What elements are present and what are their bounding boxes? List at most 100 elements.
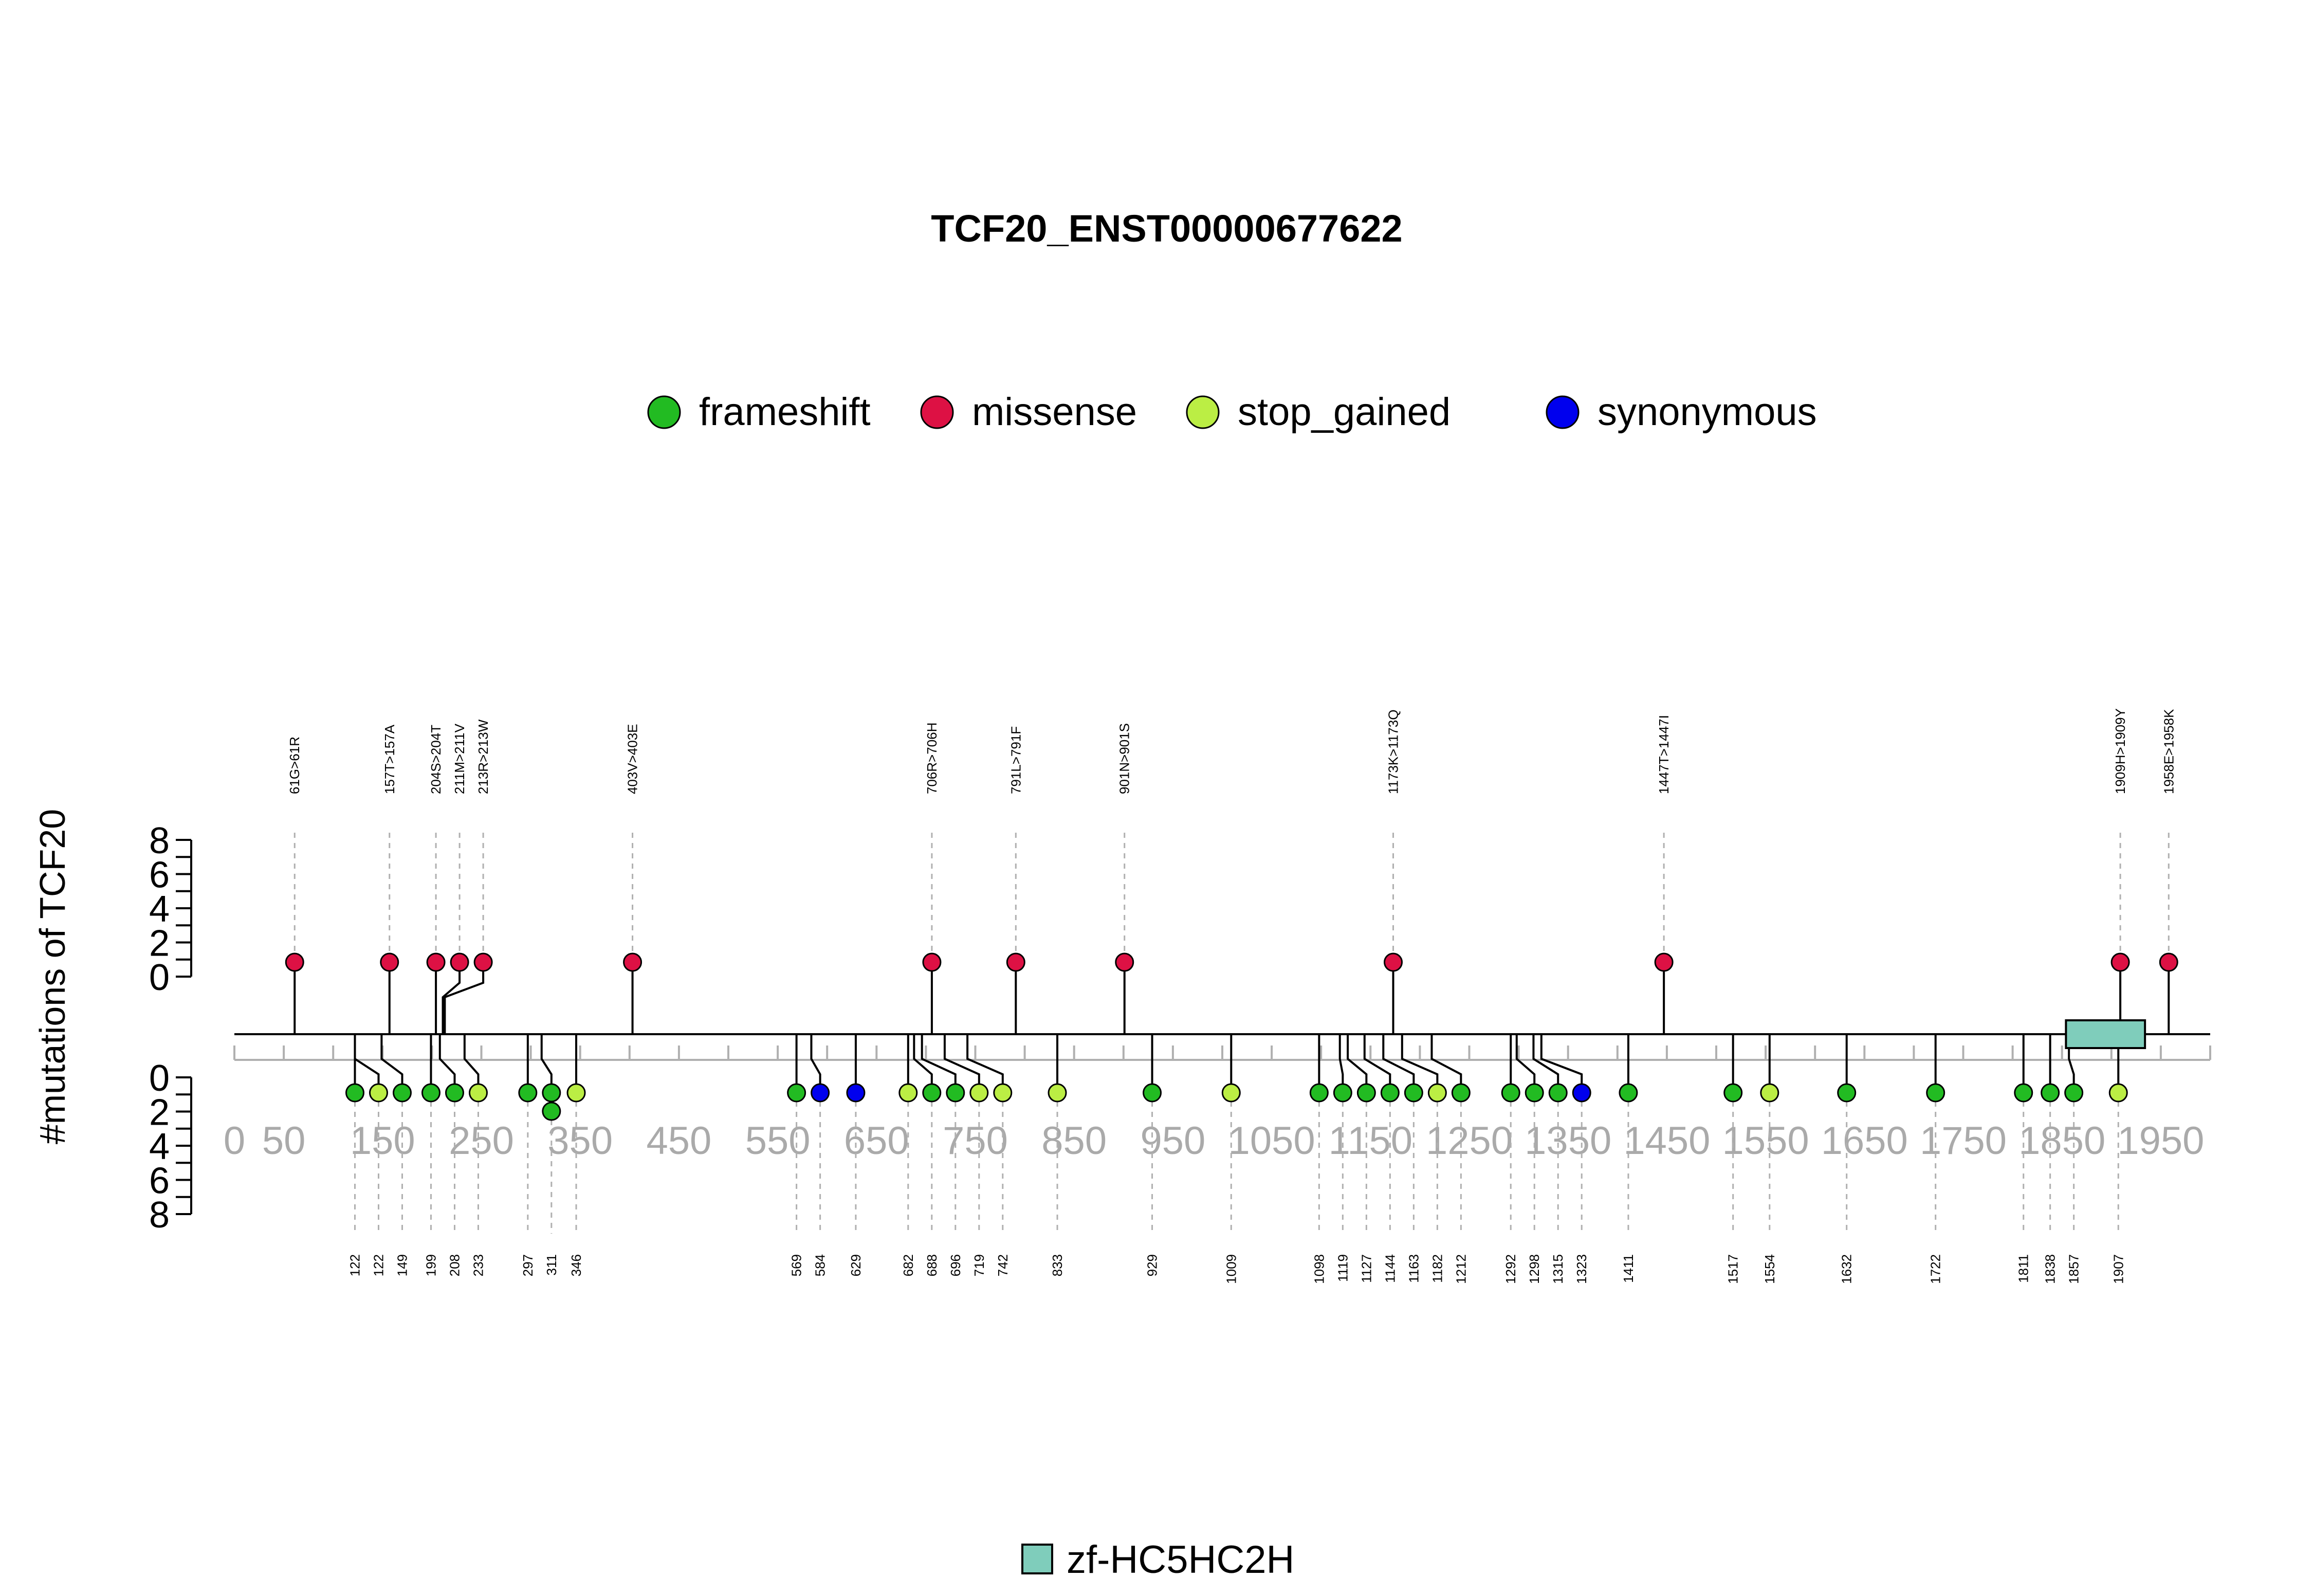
mutation-point-frameshift — [1380, 1083, 1400, 1103]
lower-mutation-label: 199 — [423, 1254, 438, 1276]
mutation-point-stop_gained — [1760, 1083, 1779, 1103]
mutation-point-frameshift — [1356, 1083, 1376, 1103]
lower-stem — [966, 1034, 1004, 1093]
x-tick-label: 550 — [745, 1119, 811, 1163]
lower-mutation-label: 233 — [470, 1254, 486, 1276]
lower-mutation-label: 1098 — [1311, 1254, 1327, 1284]
lower-mutation-label: 1554 — [1762, 1254, 1777, 1284]
lower-y-tick-label: 8 — [149, 1195, 170, 1236]
mutation-point-frameshift — [2014, 1083, 2033, 1103]
lower-mutation-label: 122 — [371, 1254, 386, 1276]
upper-mutation-label: 901N>901S — [1117, 723, 1132, 794]
x-tick-label: 1850 — [2018, 1119, 2105, 1163]
legend-label-missense: missense — [972, 390, 1137, 434]
mutation-point-stop_gained — [993, 1083, 1013, 1103]
mutation-point-stop_gained — [1048, 1083, 1067, 1103]
upper-y-tick-label: 8 — [149, 820, 170, 861]
x-tick-label: 1250 — [1426, 1119, 1513, 1163]
mutation-point-stop_gained — [1427, 1083, 1447, 1103]
x-tick-label: 1350 — [1525, 1119, 1611, 1163]
lower-mutation-label: 1119 — [1335, 1254, 1350, 1282]
lower-mutation-label: 833 — [1050, 1254, 1065, 1276]
upper-mutation-label: 1447T>1447I — [1656, 715, 1672, 794]
lower-mutation-label: 1212 — [1453, 1254, 1468, 1284]
mutation-point-stop_gained — [566, 1083, 586, 1103]
mutation-point-missense — [380, 952, 399, 972]
y-axis-label: #mutations of TCF20 — [32, 809, 72, 1144]
mutation-point-frameshift — [946, 1083, 965, 1103]
x-tick-label: 1650 — [1821, 1119, 1908, 1163]
mutation-point-frameshift — [787, 1083, 806, 1103]
lower-mutation-label: 1411 — [1621, 1254, 1636, 1283]
lower-mutation-label: 584 — [813, 1254, 828, 1276]
upper-y-tick-label: 0 — [149, 957, 170, 998]
lower-mutation-label: 1323 — [1574, 1254, 1589, 1284]
mutation-points — [285, 952, 2178, 1121]
domain-box — [2065, 1019, 2146, 1049]
lower-mutation-label: 1163 — [1406, 1254, 1421, 1283]
lower-mutation-label: 1315 — [1550, 1254, 1566, 1284]
chart-title: TCF20_ENST00000677622 — [931, 207, 1402, 250]
mutation-point-synonymous — [1572, 1083, 1591, 1103]
lower-mutation-label: 1838 — [2043, 1254, 2058, 1284]
lower-mutation-label: 1722 — [1928, 1254, 1943, 1284]
mutation-point-frameshift — [1548, 1083, 1568, 1103]
upper-mutation-label: 791L>791F — [1008, 726, 1023, 794]
legend-label-stop_gained: stop_gained — [1238, 390, 1451, 434]
mutation-point-frameshift — [1525, 1083, 1544, 1103]
lower-mutation-label: 1182 — [1429, 1254, 1445, 1283]
mutation-point-synonymous — [811, 1083, 830, 1103]
mutation-point-stop_gained — [2108, 1083, 2128, 1103]
domain-legend-swatch — [1021, 1544, 1053, 1574]
mutation-point-missense — [623, 952, 642, 972]
legend-marker-synonymous — [1546, 395, 1580, 429]
lower-mutation-label: 297 — [520, 1254, 536, 1276]
x-tick-label: 150 — [350, 1119, 415, 1163]
x-tick-label: 650 — [844, 1119, 909, 1163]
x-tick-label: 50 — [262, 1119, 306, 1163]
upper-mutation-label: 1909H>1909Y — [2113, 708, 2128, 794]
x-tick-label: 1750 — [1920, 1119, 2007, 1163]
upper-y-tick-label: 2 — [149, 923, 170, 964]
upper-mutation-label: 61G>61R — [287, 737, 302, 794]
legend-marker-missense — [920, 395, 954, 429]
lower-mutation-label: 346 — [568, 1254, 584, 1276]
mutation-point-frameshift — [1837, 1083, 1857, 1103]
mutation-point-frameshift — [1333, 1083, 1352, 1103]
x-tick-label: 250 — [449, 1119, 514, 1163]
x-tick-label: 450 — [646, 1119, 711, 1163]
mutation-point-frameshift — [1309, 1083, 1329, 1103]
mutation-point-frameshift — [345, 1083, 364, 1103]
domain-legend-label: zf-HC5HC2H — [1067, 1538, 1294, 1582]
mutation-point-frameshift — [2064, 1083, 2084, 1103]
lower-y-tick-label: 2 — [149, 1092, 170, 1133]
lower-mutation-label: 742 — [995, 1254, 1011, 1276]
lower-mutation-label: 1298 — [1527, 1254, 1542, 1284]
upper-mutation-label: 211M>211V — [452, 723, 467, 794]
mutation-point-frameshift — [392, 1083, 412, 1103]
x-tick-label: 1450 — [1623, 1119, 1710, 1163]
lower-mutation-label: 1009 — [1223, 1254, 1239, 1284]
upper-mutation-label: 706R>706H — [924, 723, 940, 795]
mutation-point-missense — [285, 952, 304, 972]
lower-mutation-label: 629 — [848, 1254, 864, 1276]
upper-stem — [444, 962, 485, 1034]
lower-mutation-label: 1127 — [1359, 1254, 1374, 1283]
legend-label-synonymous: synonymous — [1598, 390, 1817, 434]
domain-legend: zf-HC5HC2H — [1021, 1538, 1294, 1582]
lower-mutation-label: 1144 — [1382, 1254, 1398, 1283]
mutation-point-frameshift — [1501, 1083, 1520, 1103]
mutation-labels: 61G>61R 157T>157A 204S>204T 211M>211V 213R>2… — [287, 708, 2176, 1284]
mutation-point-frameshift — [1451, 1083, 1471, 1103]
mutation-point-stop_gained — [898, 1083, 918, 1103]
mutation-point-missense — [2110, 952, 2130, 972]
lower-mutation-label: 1517 — [1725, 1254, 1741, 1284]
mutation-point-missense — [1384, 952, 1403, 972]
guide-lines — [293, 833, 2170, 1234]
mutation-point-frameshift — [445, 1083, 464, 1103]
lower-mutation-label: 1292 — [1503, 1254, 1518, 1284]
lower-mutation-label: 688 — [924, 1254, 940, 1276]
x-tick-label: 1050 — [1228, 1119, 1315, 1163]
